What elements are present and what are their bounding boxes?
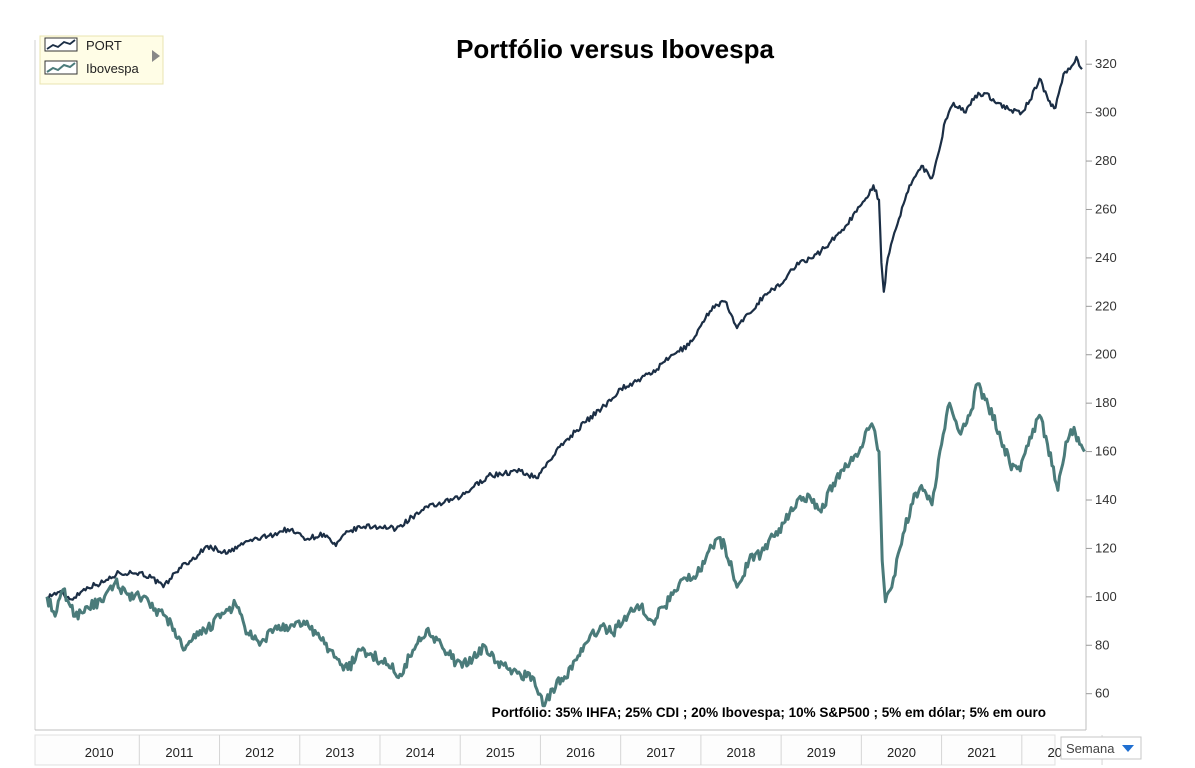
x-tick-label: 2011 bbox=[165, 745, 193, 760]
series-layer bbox=[45, 55, 1086, 708]
legend-line-icon bbox=[46, 39, 76, 50]
series-line-port bbox=[46, 55, 1083, 601]
y-tick-label: 60 bbox=[1095, 686, 1109, 701]
y-tick-label: 240 bbox=[1095, 250, 1117, 265]
x-tick-label: 2017 bbox=[646, 745, 675, 760]
chevron-down-icon[interactable] bbox=[1122, 745, 1134, 752]
y-tick-label: 280 bbox=[1095, 153, 1117, 168]
y-tick-label: 320 bbox=[1095, 56, 1117, 71]
period-selector-label: Semana bbox=[1066, 741, 1115, 756]
y-tick-label: 120 bbox=[1095, 540, 1117, 555]
legend-expand-arrow-icon[interactable] bbox=[152, 50, 160, 62]
y-tick-label: 300 bbox=[1095, 105, 1117, 120]
y-tick-label: 160 bbox=[1095, 444, 1117, 459]
chart-title: Portfólio versus Ibovespa bbox=[456, 34, 774, 64]
x-tick-label: 2016 bbox=[566, 745, 595, 760]
x-axis-year-labels: 2010 2011 2012 2013 2014 2015 2016 2017 2018 2019… bbox=[85, 735, 1103, 765]
y-tick-label: 80 bbox=[1095, 637, 1109, 652]
y-tick-label: 140 bbox=[1095, 492, 1117, 507]
x-tick-label: 2019 bbox=[807, 745, 836, 760]
y-axis-ticks: 60 80 100 120 140 160 180 200 220 240 260 280 300 320 bbox=[1086, 56, 1117, 701]
x-tick-label: 2012 bbox=[245, 745, 274, 760]
y-tick-label: 260 bbox=[1095, 201, 1117, 216]
period-selector-box[interactable] bbox=[1060, 736, 1142, 760]
legend-label-port: PORT bbox=[86, 38, 122, 53]
y-tick-label: 180 bbox=[1095, 395, 1117, 410]
x-tick-label: 2010 bbox=[85, 745, 114, 760]
series-line-ibovespa bbox=[45, 382, 1086, 708]
legend-label-ibovespa: Ibovespa bbox=[86, 61, 140, 76]
time-axis-band bbox=[34, 734, 1056, 766]
x-tick-label: 2015 bbox=[486, 745, 515, 760]
x-tick-label: 2013 bbox=[325, 745, 354, 760]
portfolio-annotation: Portfólio: 35% IHFA; 25% CDI ; 20% Ibove… bbox=[492, 705, 1046, 720]
y-tick-label: 220 bbox=[1095, 298, 1117, 313]
legend[interactable]: PORT Ibovespa bbox=[39, 35, 164, 85]
period-selector[interactable]: Semana bbox=[1060, 736, 1142, 760]
x-tick-label: 2020 bbox=[887, 745, 916, 760]
y-tick-label: 100 bbox=[1095, 589, 1117, 604]
x-tick-label: 2018 bbox=[727, 745, 756, 760]
x-tick-label: 2014 bbox=[406, 745, 435, 760]
x-tick-label: 2021 bbox=[967, 745, 996, 760]
legend-line-icon bbox=[46, 62, 76, 73]
y-tick-label: 200 bbox=[1095, 347, 1117, 362]
